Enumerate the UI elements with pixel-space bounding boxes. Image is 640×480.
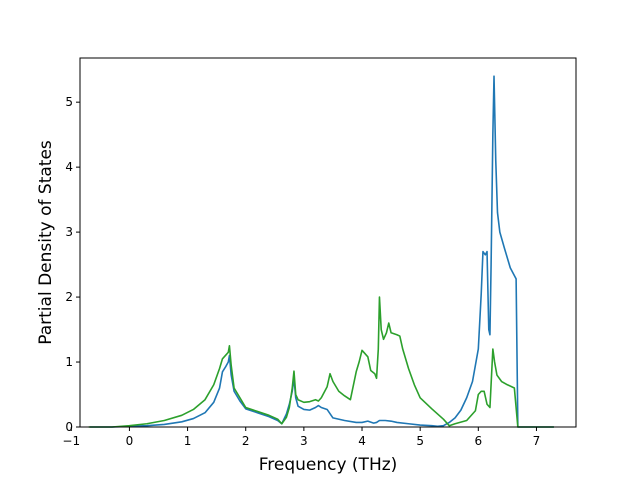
x-tick-label: 0 [126,434,134,448]
y-tick-label: 4 [65,160,73,174]
y-axis-ticks: 0 1 2 3 4 5 [65,95,80,434]
y-tick-label: 2 [65,290,73,304]
y-tick-label: 3 [65,225,73,239]
series-layer [88,75,554,428]
x-tick-label: 6 [474,434,482,448]
plot-frame [79,57,577,428]
x-tick-label: 5 [416,434,424,448]
series-line-1 [89,75,554,428]
y-tick-label: 1 [65,355,73,369]
y-tick-label: 0 [65,420,73,434]
y-tick-label: 5 [65,95,73,109]
x-tick-label: 7 [533,434,541,448]
x-tick-label: 3 [300,434,308,448]
x-tick-label: 4 [358,434,366,448]
x-tick-label: 2 [242,434,250,448]
x-axis-ticks: −1 0 1 2 3 4 5 6 7 [62,427,540,448]
x-axis-label: Frequency (THz) [259,455,398,475]
series-line-2 [88,296,554,428]
x-tick-label: −1 [62,434,80,448]
x-tick-label: 1 [184,434,192,448]
y-axis-label: Partial Density of States [36,140,56,345]
